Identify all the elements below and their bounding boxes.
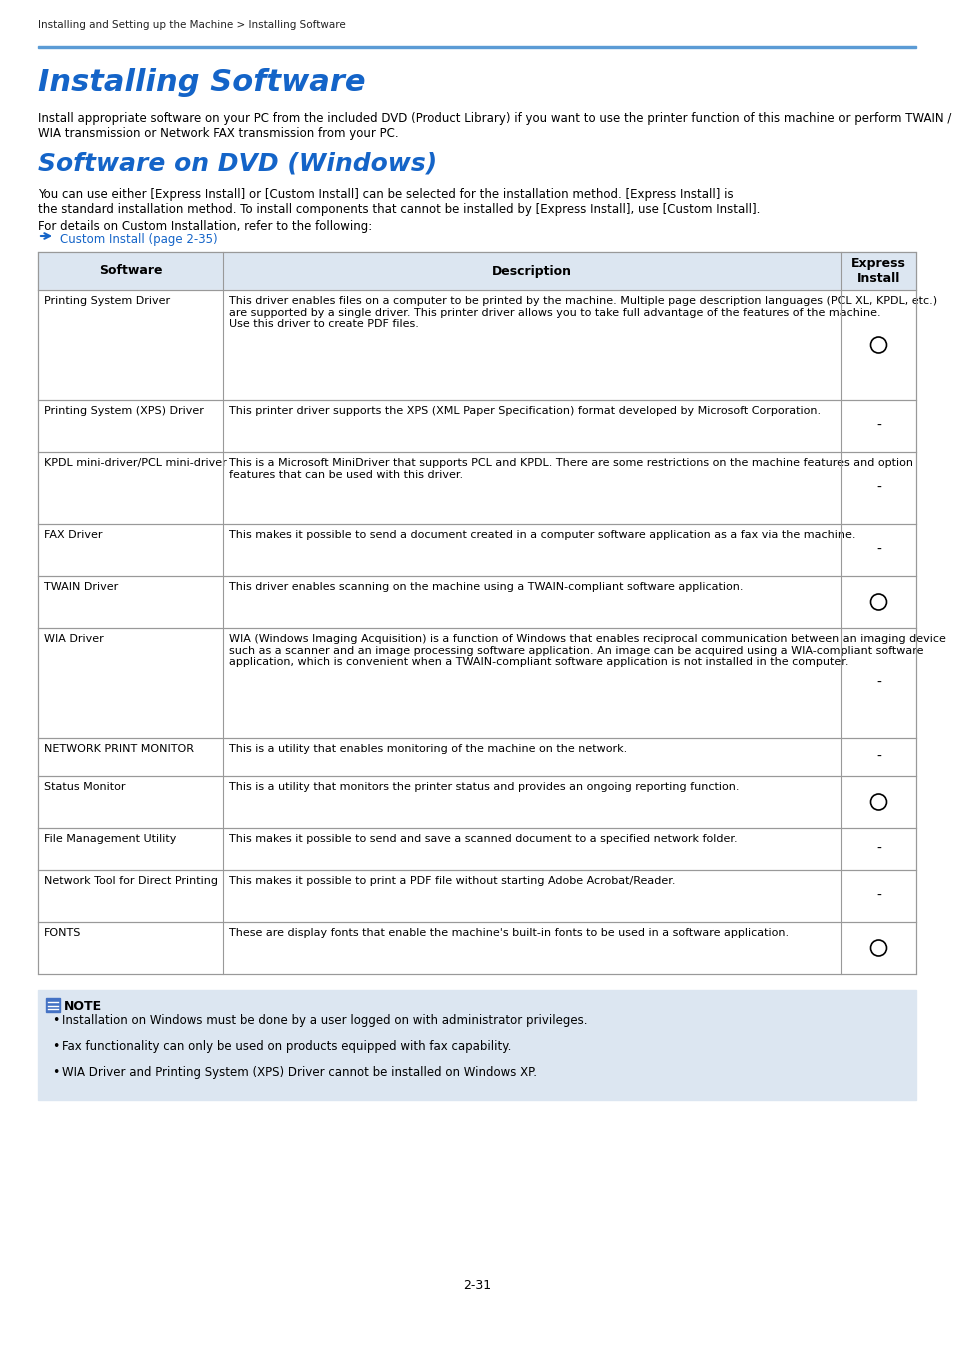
Text: KPDL mini-driver/PCL mini-driver: KPDL mini-driver/PCL mini-driver — [44, 458, 227, 468]
Text: TWAIN Driver: TWAIN Driver — [44, 582, 118, 593]
Text: FONTS: FONTS — [44, 927, 81, 938]
Bar — [38, 290, 915, 400]
Text: Printing System Driver: Printing System Driver — [44, 296, 170, 306]
Bar — [38, 252, 915, 973]
Text: Description: Description — [492, 265, 572, 278]
Text: •: • — [52, 1040, 59, 1053]
Text: This is a utility that enables monitoring of the machine on the network.: This is a utility that enables monitorin… — [229, 744, 626, 755]
Bar — [38, 776, 915, 828]
Text: This makes it possible to send and save a scanned document to a specified networ: This makes it possible to send and save … — [229, 834, 737, 844]
Text: Express
Install: Express Install — [850, 256, 905, 285]
Text: Fax functionality can only be used on products equipped with fax capability.: Fax functionality can only be used on pr… — [62, 1040, 511, 1053]
Bar — [38, 922, 915, 973]
Text: Installing and Setting up the Machine > Installing Software: Installing and Setting up the Machine > … — [38, 20, 345, 30]
Text: This driver enables scanning on the machine using a TWAIN-compliant software app: This driver enables scanning on the mach… — [229, 582, 742, 593]
Bar — [38, 738, 915, 776]
Text: Installing Software: Installing Software — [38, 68, 365, 97]
Text: Custom Install (page 2-35): Custom Install (page 2-35) — [60, 234, 217, 246]
Bar — [38, 990, 915, 1100]
Text: -: - — [875, 543, 880, 558]
Text: This is a Microsoft MiniDriver that supports PCL and KPDL. There are some restri: This is a Microsoft MiniDriver that supp… — [229, 458, 912, 479]
Text: WIA Driver: WIA Driver — [44, 634, 104, 644]
Text: Installation on Windows must be done by a user logged on with administrator priv: Installation on Windows must be done by … — [62, 1014, 587, 1027]
Text: •: • — [52, 1066, 59, 1079]
Text: Software: Software — [99, 265, 162, 278]
Text: Software on DVD (Windows): Software on DVD (Windows) — [38, 153, 436, 176]
Text: -: - — [875, 751, 880, 764]
Text: -: - — [875, 481, 880, 495]
Bar — [38, 400, 915, 452]
Bar — [46, 998, 60, 1012]
Text: Status Monitor: Status Monitor — [44, 782, 126, 792]
Text: WIA Driver and Printing System (XPS) Driver cannot be installed on Windows XP.: WIA Driver and Printing System (XPS) Dri… — [62, 1066, 537, 1079]
Text: WIA (Windows Imaging Acquisition) is a function of Windows that enables reciproc: WIA (Windows Imaging Acquisition) is a f… — [229, 634, 944, 667]
Text: -: - — [875, 418, 880, 433]
Text: 2-31: 2-31 — [462, 1278, 491, 1292]
Text: These are display fonts that enable the machine's built-in fonts to be used in a: These are display fonts that enable the … — [229, 927, 788, 938]
Bar — [38, 252, 915, 290]
Text: -: - — [875, 842, 880, 856]
Text: -: - — [875, 676, 880, 690]
Text: Printing System (XPS) Driver: Printing System (XPS) Driver — [44, 406, 204, 416]
Text: FAX Driver: FAX Driver — [44, 531, 102, 540]
Text: Network Tool for Direct Printing: Network Tool for Direct Printing — [44, 876, 218, 886]
Bar — [38, 452, 915, 524]
Text: Install appropriate software on your PC from the included DVD (Product Library) : Install appropriate software on your PC … — [38, 112, 950, 140]
Bar — [38, 628, 915, 738]
Text: You can use either [Express Install] or [Custom Install] can be selected for the: You can use either [Express Install] or … — [38, 188, 760, 216]
Bar — [38, 46, 915, 49]
Text: This makes it possible to print a PDF file without starting Adobe Acrobat/Reader: This makes it possible to print a PDF fi… — [229, 876, 675, 886]
Bar — [38, 828, 915, 869]
Bar — [38, 869, 915, 922]
Text: This driver enables files on a computer to be printed by the machine. Multiple p: This driver enables files on a computer … — [229, 296, 936, 329]
Text: This makes it possible to send a document created in a computer software applica: This makes it possible to send a documen… — [229, 531, 855, 540]
Bar — [38, 524, 915, 576]
Bar — [38, 576, 915, 628]
Text: For details on Custom Installation, refer to the following:: For details on Custom Installation, refe… — [38, 220, 372, 234]
Text: NOTE: NOTE — [64, 1000, 102, 1012]
Text: File Management Utility: File Management Utility — [44, 834, 176, 844]
Text: This printer driver supports the XPS (XML Paper Specification) format developed : This printer driver supports the XPS (XM… — [229, 406, 821, 416]
Text: -: - — [875, 890, 880, 903]
Text: NETWORK PRINT MONITOR: NETWORK PRINT MONITOR — [44, 744, 193, 755]
Text: •: • — [52, 1014, 59, 1027]
Text: This is a utility that monitors the printer status and provides an ongoing repor: This is a utility that monitors the prin… — [229, 782, 739, 792]
